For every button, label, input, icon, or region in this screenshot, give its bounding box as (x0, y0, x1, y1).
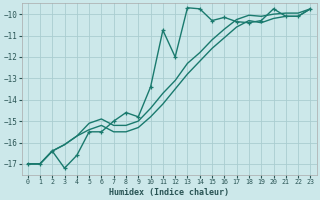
X-axis label: Humidex (Indice chaleur): Humidex (Indice chaleur) (109, 188, 229, 197)
